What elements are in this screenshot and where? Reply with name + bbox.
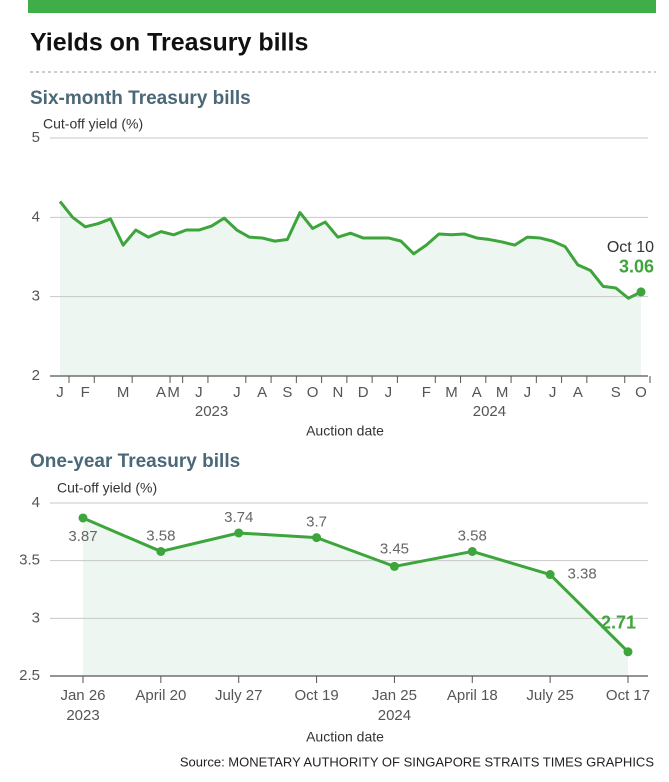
x-tick-label: O xyxy=(307,384,319,401)
value-label: 3.45 xyxy=(380,540,409,557)
x-tick-label: N xyxy=(332,384,343,401)
area xyxy=(60,201,641,376)
y-axis-label: Cut-off yield (%) xyxy=(43,116,143,132)
chart-subtitle: One-year Treasury bills xyxy=(30,451,240,472)
value-label: 3.87 xyxy=(68,528,97,545)
x-tick-label: F xyxy=(81,384,90,401)
x-tick-label: Oct 19 xyxy=(294,687,338,704)
x-tick-label: S xyxy=(282,384,292,401)
value-label: 3.74 xyxy=(224,509,253,526)
y-tick-label: 3 xyxy=(32,609,40,626)
x-tick-label: Jan 26 xyxy=(60,687,105,704)
x-tick-label: July 25 xyxy=(526,687,574,704)
x-year-label: 2024 xyxy=(378,707,411,724)
x-tick-label: April 20 xyxy=(135,687,186,704)
x-axis-label: Auction date xyxy=(306,729,384,745)
point xyxy=(636,287,646,297)
x-tick-label: S xyxy=(611,384,621,401)
x-tick-label: A xyxy=(573,384,583,401)
x-tick-label: F xyxy=(422,384,431,401)
value-label: 3.06 xyxy=(619,257,654,277)
x-tick-label: A xyxy=(156,384,166,401)
y-tick-label: 4 xyxy=(32,208,40,225)
x-tick-label: M xyxy=(117,384,130,401)
chart-subtitle: Six-month Treasury bills xyxy=(30,88,251,109)
y-tick-label: 4 xyxy=(32,494,40,511)
x-tick-label: J xyxy=(385,384,393,401)
value-label: 3.38 xyxy=(568,565,597,582)
value-label: 3.58 xyxy=(458,527,487,544)
value-label: 3.58 xyxy=(146,527,175,544)
x-year-label: 2023 xyxy=(195,403,228,420)
page-title: Yields on Treasury bills xyxy=(30,29,308,57)
x-tick-label: M xyxy=(496,384,509,401)
x-tick-label: M xyxy=(445,384,458,401)
x-tick-label: D xyxy=(358,384,369,401)
point xyxy=(312,533,322,543)
point xyxy=(234,528,244,538)
x-tick-label: A xyxy=(472,384,482,401)
y-tick-label: 3 xyxy=(32,288,40,305)
y-tick-label: 2.5 xyxy=(19,667,40,684)
point xyxy=(78,513,88,523)
value-label: 3.7 xyxy=(306,514,327,531)
x-tick-label: April 18 xyxy=(447,687,498,704)
x-tick-label: M xyxy=(167,384,180,401)
annotation: Oct 10 xyxy=(607,239,654,256)
point xyxy=(467,546,477,556)
x-tick-label: J xyxy=(56,384,64,401)
line xyxy=(58,200,642,300)
y-axis-label: Cut-off yield (%) xyxy=(57,480,157,496)
x-tick-label: J xyxy=(195,384,203,401)
point xyxy=(545,570,555,580)
value-label: 2.71 xyxy=(601,613,636,633)
x-axis-label: Auction date xyxy=(306,423,384,439)
x-tick-label: Jan 25 xyxy=(372,687,417,704)
y-tick-label: 3.5 xyxy=(19,552,40,569)
source: Source: MONETARY AUTHORITY OF SINGAPORE … xyxy=(180,754,654,769)
line xyxy=(82,516,630,653)
point xyxy=(389,561,399,571)
x-tick-label: Oct 17 xyxy=(606,687,650,704)
x-tick-label: J xyxy=(524,384,532,401)
x-year-label: 2024 xyxy=(473,403,506,420)
x-year-label: 2023 xyxy=(66,707,99,724)
x-tick-label: J xyxy=(549,384,557,401)
x-tick-label: O xyxy=(635,384,647,401)
x-tick-label: A xyxy=(257,384,267,401)
point xyxy=(623,647,633,657)
x-tick-label: J xyxy=(233,384,241,401)
y-tick-label: 5 xyxy=(32,129,40,146)
point xyxy=(156,546,166,556)
top-bar xyxy=(28,0,656,13)
x-tick-label: July 27 xyxy=(215,687,263,704)
y-tick-label: 2 xyxy=(32,367,40,384)
